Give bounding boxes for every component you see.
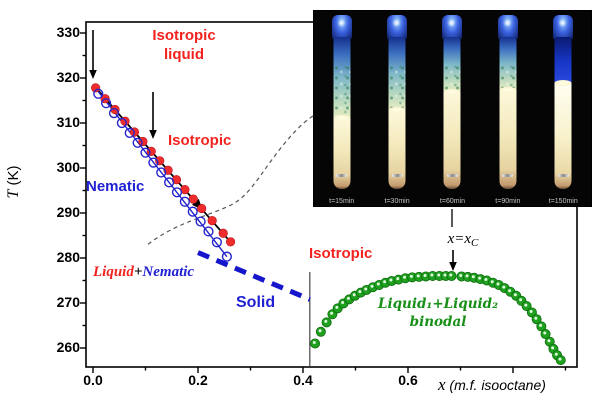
x-tick-label: 0.2: [188, 372, 208, 388]
label-isotropic-liquid: Isotropic liquid: [152, 27, 216, 63]
vial-photo: t=60min: [427, 11, 477, 206]
label-solid: Solid: [236, 294, 276, 311]
x-axis-symbol: x: [438, 375, 446, 394]
label-nematic: Nematic: [86, 178, 145, 195]
vial-cap: [331, 15, 352, 39]
y-tick-label: 270: [56, 294, 80, 310]
isotropic-series: [91, 83, 236, 247]
y-axis-unit: (K): [5, 165, 22, 190]
nematic-fit-line: [96, 89, 228, 258]
x-axis-title: x (m.f. isooctane): [438, 374, 546, 395]
x-axis-unit: (m.f. isooctane): [445, 377, 546, 393]
vial-photo: t=30min: [372, 11, 422, 206]
vial-cap: [497, 15, 518, 39]
y-tick-label: 280: [56, 249, 80, 265]
y-tick-label: 310: [56, 114, 80, 130]
vial-tube: [443, 37, 461, 189]
inset-callout-curve: [145, 115, 314, 247]
inset-photos: t=15min t=30min t=60min t=90min t=150min: [313, 10, 592, 207]
binodal-series: [310, 270, 566, 366]
y-axis-title: T (K): [4, 142, 24, 222]
label-isotropic-right: Isotropic: [309, 245, 373, 262]
label-liquid-plus-nematic: Liquid+Nematic: [93, 263, 194, 282]
y-tick-label: 320: [56, 69, 80, 85]
y-tick-label: 290: [56, 204, 80, 220]
vial-cap: [387, 15, 408, 39]
vial-tube: [499, 37, 517, 189]
label-binodal-line2: binodal: [409, 314, 467, 330]
vial-time-label: t=60min: [439, 198, 466, 205]
vial-time-label: t=30min: [384, 198, 410, 205]
label-binodal-line1: Liquid₁+Liquid₂: [377, 296, 499, 312]
nematic-series: [93, 88, 232, 262]
xc-subscript: C: [471, 237, 479, 249]
y-tick-label: 260: [56, 339, 80, 355]
vial-time-label: t=90min: [495, 198, 521, 205]
label-liquid-part: Liquid: [93, 264, 134, 280]
y-tick-label: 300: [56, 159, 80, 175]
vial-cap: [553, 15, 574, 39]
y-tick-label: 330: [56, 24, 80, 40]
vial-tube: [554, 37, 572, 189]
axis-ticks: [80, 32, 567, 373]
x-tick-label: 0.0: [83, 372, 103, 388]
x-tick-label: 0.4: [293, 372, 313, 388]
vial-time-label: t=150min: [548, 198, 578, 205]
vial-tube: [333, 37, 351, 189]
label-isotropic: Isotropic: [168, 132, 232, 149]
label-nematic-part: Nematic: [142, 264, 195, 280]
solid-boundary-line: [197, 250, 311, 302]
vial-photo: t=15min: [317, 11, 367, 206]
vial-photo: t=90min: [483, 11, 533, 206]
vial-tube: [388, 37, 406, 189]
xc-main: x=x: [447, 231, 472, 247]
label-plus-part: +: [133, 264, 143, 280]
vial-photo: t=150min: [538, 11, 588, 206]
vial-cap: [442, 15, 463, 39]
label-critical-composition: x=xC: [433, 230, 493, 251]
y-axis-symbol: T: [5, 189, 22, 199]
vial-time-label: t=15min: [329, 198, 355, 205]
x-tick-label: 0.6: [398, 372, 418, 388]
